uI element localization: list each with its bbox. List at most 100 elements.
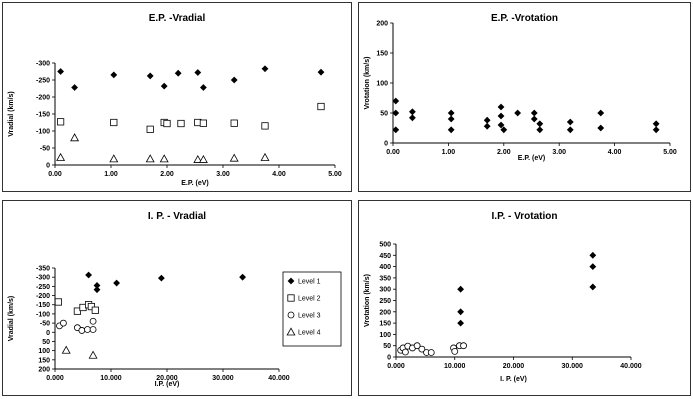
chart-title: E.P. -Vrotation (491, 13, 558, 24)
data-point (110, 71, 118, 79)
y-tick-label: -350 (36, 266, 50, 273)
chart-ip-vrotation: I.P. - Vrotation 0.000 10.000 20.000 30.000 4… (364, 211, 642, 383)
data-point (392, 126, 400, 134)
data-point (317, 68, 325, 76)
data-point (159, 154, 169, 163)
y-tick-label: -150 (36, 112, 50, 119)
data-point (427, 349, 435, 356)
data-point (597, 124, 605, 132)
x-tick-label: 10.000 (444, 363, 466, 370)
y-tick-label: 0 (46, 330, 50, 337)
data-point (146, 72, 154, 80)
y-tick-label: 100 (379, 332, 391, 339)
data-point (88, 350, 98, 359)
data-point (408, 114, 416, 122)
y-tick-label: 150 (38, 357, 50, 364)
data-point (177, 119, 185, 128)
data-point (85, 271, 92, 279)
legend-marker (287, 311, 295, 319)
x-tick-label: 5.00 (328, 171, 342, 178)
data-point (566, 126, 574, 134)
y-axis-label: Vradial (km/s) (8, 296, 15, 342)
data-point (57, 68, 64, 75)
data-point (408, 108, 416, 116)
y-tick-label: 250 (379, 298, 391, 305)
chart-panel-ep-vrotation: E.P. -Vrotation 0.00 1.00 2.00 3.00 4.00 5.00 0… (358, 2, 691, 192)
data-point (163, 119, 171, 128)
data-point (317, 102, 325, 111)
chart-panel-ip-vrotation: I.P. - Vrotation 0.000 10.000 20.000 30.000 4… (358, 200, 691, 396)
data-point (199, 119, 207, 127)
data-point (457, 285, 465, 293)
data-point (230, 76, 238, 84)
x-axis-label: E.P. (eV) (518, 155, 546, 162)
data-series-3 (56, 317, 97, 334)
data-point (87, 302, 95, 311)
data-point (457, 308, 465, 316)
legend-label: Level 1 (298, 279, 321, 286)
data-point (497, 103, 505, 111)
data-point (447, 109, 455, 117)
chart-title: I. P. - Vradial (148, 211, 206, 222)
y-tick-label: 0 (387, 355, 391, 362)
data-point (158, 274, 165, 282)
y-tick-label: 300 (379, 287, 391, 294)
y-tick-label: -300 (36, 61, 50, 68)
legend-marker (287, 277, 295, 285)
x-tick-label: 0.000 (46, 375, 64, 382)
x-tick-label: 1.00 (104, 171, 118, 178)
y-tick-label: 200 (379, 309, 391, 316)
y-tick-label: 100 (376, 81, 388, 88)
data-point (536, 126, 544, 134)
data-point (145, 154, 155, 163)
y-tick-label: 50 (380, 111, 388, 118)
data-point (451, 347, 459, 355)
data-point (113, 279, 120, 287)
x-axis-label: I.P. (eV) (155, 381, 180, 388)
data-point (146, 125, 154, 133)
y-tick-label: 400 (379, 264, 391, 271)
data-series-4 (61, 345, 98, 359)
chart-panel-ep-vradial: E.P. -Vradial 0.00 1.00 2.00 3.00 4.00 5.00 -30… (2, 2, 352, 192)
data-point (61, 345, 71, 354)
data-point (89, 326, 97, 333)
y-tick-label: 500 (379, 242, 391, 249)
data-point (89, 317, 97, 325)
data-point (229, 153, 239, 162)
data-point (500, 126, 508, 134)
y-tick-label: 200 (376, 21, 388, 28)
y-tick-label: 50 (383, 343, 391, 350)
data-point (597, 109, 605, 117)
y-tick-label: -100 (36, 311, 50, 318)
data-point (109, 154, 119, 163)
chart-ep-vrotation: E.P. -Vrotation 0.00 1.00 2.00 3.00 4.00 5.00 0… (364, 13, 677, 162)
y-tick-label: 50 (42, 339, 50, 346)
data-point (418, 345, 426, 353)
y-tick-label: -250 (36, 284, 50, 291)
data-point (260, 152, 270, 161)
y-tick-label: -200 (36, 95, 50, 102)
data-point (392, 109, 400, 117)
data-point (93, 286, 101, 294)
data-point (536, 120, 544, 128)
chart-ip-vradial: I. P. - Vradial 0.000 10.000 20.000 30.000 40… (8, 211, 342, 388)
data-point (54, 298, 62, 306)
x-tick-label: 20.000 (156, 375, 178, 382)
data-point (589, 283, 597, 291)
data-point (91, 306, 99, 314)
data-series-1 (85, 271, 246, 294)
y-axis-label: Vrotation (km/s) (364, 274, 371, 327)
x-axis-label: I. P. (eV) (500, 376, 527, 383)
data-series-1 (57, 65, 325, 91)
data-point (230, 119, 238, 127)
data-point (200, 84, 207, 91)
data-point (447, 126, 455, 134)
legend-label: Level 3 (298, 313, 321, 320)
data-point (497, 112, 505, 120)
y-tick-label: 0 (46, 163, 50, 170)
x-axis-label: E.P. (eV) (181, 180, 209, 187)
data-point (566, 118, 574, 126)
y-tick-label: 0 (384, 141, 388, 148)
x-tick-label: 4.00 (608, 149, 622, 156)
x-tick-label: 40.000 (268, 375, 290, 382)
